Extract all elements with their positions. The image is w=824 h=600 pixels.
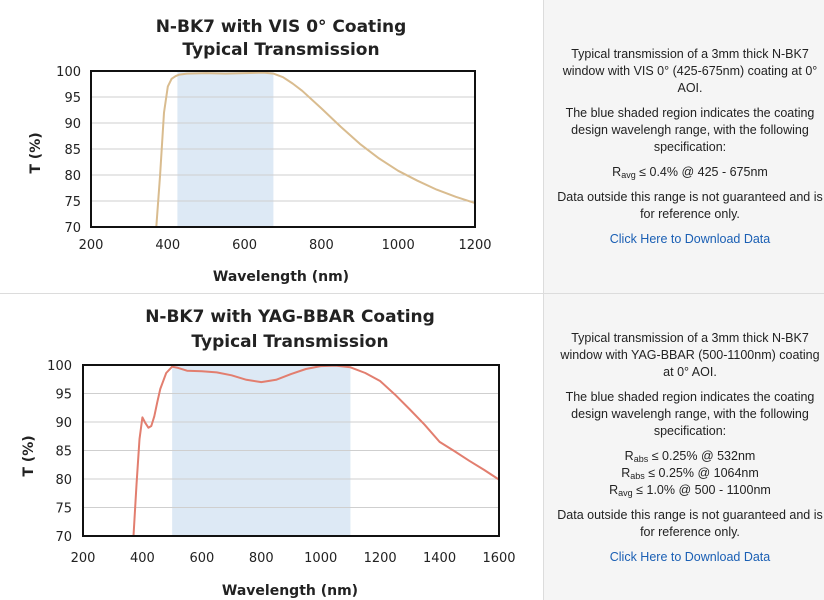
y-axis-label: T (%): [21, 435, 37, 476]
shading-note: The blue shaded region indicates the coa…: [565, 390, 815, 438]
x-tick-label: 200: [79, 238, 104, 253]
y-axis-label: T (%): [28, 132, 44, 173]
coating-spec: Rabs ≤ 0.25% @ 532nm Rabs ≤ 0.25% @ 1064n…: [556, 448, 824, 499]
description-text: Typical transmission of a 3mm thick N-BK…: [562, 47, 818, 95]
y-tick-label: 95: [55, 388, 72, 403]
disclaimer: Data outside this range is not guarantee…: [557, 190, 823, 221]
disclaimer: Data outside this range is not guarantee…: [557, 508, 823, 539]
x-tick-label: 200: [71, 551, 96, 566]
chart-title-line-1: N-BK7 with YAG-BBAR Coating: [145, 307, 435, 327]
description-cell: Typical transmission of a 3mm thick N-BK…: [543, 294, 824, 600]
spec-symbol: R: [612, 165, 622, 179]
chart-title-line-2: Typical Transmission: [182, 40, 379, 60]
description: Typical transmission of a 3mm thick N-BK…: [556, 46, 824, 256]
spec-line: Rabs ≤ 0.25% @ 532nm: [556, 448, 824, 465]
spec-symbol: R: [609, 483, 619, 497]
chart-row-vis0: N-BK7 with VIS 0° Coating Typical Transm…: [0, 0, 824, 294]
spec-symbol: R: [624, 449, 634, 463]
y-tick-label: 100: [56, 65, 81, 80]
spec-subscript: avg: [618, 488, 633, 498]
chart-cell: N-BK7 with VIS 0° Coating Typical Transm…: [0, 0, 543, 293]
x-tick-label: 400: [155, 238, 180, 253]
chart-title-line-2: Typical Transmission: [191, 332, 388, 352]
x-tick-label: 1200: [458, 238, 491, 253]
spec-line: Ravg ≤ 0.4% @ 425 - 675nm: [556, 164, 824, 181]
x-tick-label: 1600: [482, 551, 515, 566]
transmission-chart-vis0: N-BK7 with VIS 0° Coating Typical Transm…: [28, 17, 492, 285]
description-cell: Typical transmission of a 3mm thick N-BK…: [543, 0, 824, 293]
y-tick-label: 80: [55, 473, 72, 488]
spec-symbol: R: [621, 466, 631, 480]
x-axis-label: Wavelength (nm): [222, 583, 358, 599]
x-tick-label: 1000: [304, 551, 337, 566]
chart-row-yag-bbar: N-BK7 with YAG-BBAR Coating Typical Tran…: [0, 294, 824, 600]
y-tick-label: 75: [55, 502, 72, 517]
spec-value: ≤ 0.25% @ 1064nm: [644, 466, 759, 480]
transmission-chart-yag-bbar: N-BK7 with YAG-BBAR Coating Typical Tran…: [21, 307, 516, 599]
x-tick-label: 600: [232, 238, 257, 253]
chart-title-line-1: N-BK7 with VIS 0° Coating: [156, 17, 407, 37]
y-tick-label: 85: [55, 445, 72, 460]
x-tick-label: 1000: [382, 238, 415, 253]
y-tick-label: 100: [47, 359, 72, 374]
chart-cell: N-BK7 with YAG-BBAR Coating Typical Tran…: [0, 294, 543, 600]
transmission-curve: [155, 71, 475, 227]
coating-spec: Ravg ≤ 0.4% @ 425 - 675nm: [556, 164, 824, 181]
download-data-link[interactable]: Click Here to Download Data: [609, 550, 771, 564]
y-tick-label: 75: [64, 195, 81, 210]
plot-frame: [90, 70, 476, 228]
x-tick-label: 1400: [423, 551, 456, 566]
x-tick-label: 800: [309, 238, 334, 253]
x-tick-label: 800: [249, 551, 274, 566]
spec-line: Rabs ≤ 0.25% @ 1064nm: [556, 465, 824, 482]
spec-subscript: abs: [630, 471, 645, 481]
shading-note: The blue shaded region indicates the coa…: [565, 106, 815, 154]
y-tick-label: 95: [64, 91, 81, 106]
x-tick-label: 400: [130, 551, 155, 566]
x-tick-label: 600: [189, 551, 214, 566]
y-tick-label: 70: [55, 530, 72, 545]
spec-line: Ravg ≤ 1.0% @ 500 - 1100nm: [556, 482, 824, 499]
download-data-link[interactable]: Click Here to Download Data: [609, 232, 771, 246]
y-tick-label: 70: [64, 221, 81, 236]
spec-value: ≤ 0.25% @ 532nm: [648, 449, 756, 463]
y-tick-label: 85: [64, 143, 81, 158]
description: Typical transmission of a 3mm thick N-BK…: [556, 330, 824, 574]
y-tick-label: 90: [55, 416, 72, 431]
spec-value: ≤ 1.0% @ 500 - 1100nm: [632, 483, 771, 497]
x-tick-label: 1200: [364, 551, 397, 566]
spec-subscript: abs: [633, 454, 649, 464]
spec-value: ≤ 0.4% @ 425 - 675nm: [635, 165, 768, 179]
y-tick-label: 80: [64, 169, 81, 184]
transmission-curve: [132, 364, 499, 536]
spec-subscript: avg: [621, 170, 636, 180]
description-text: Typical transmission of a 3mm thick N-BK…: [560, 331, 820, 379]
x-axis-label: Wavelength (nm): [213, 269, 349, 285]
plot-frame: [82, 364, 500, 537]
y-tick-label: 90: [64, 117, 81, 132]
